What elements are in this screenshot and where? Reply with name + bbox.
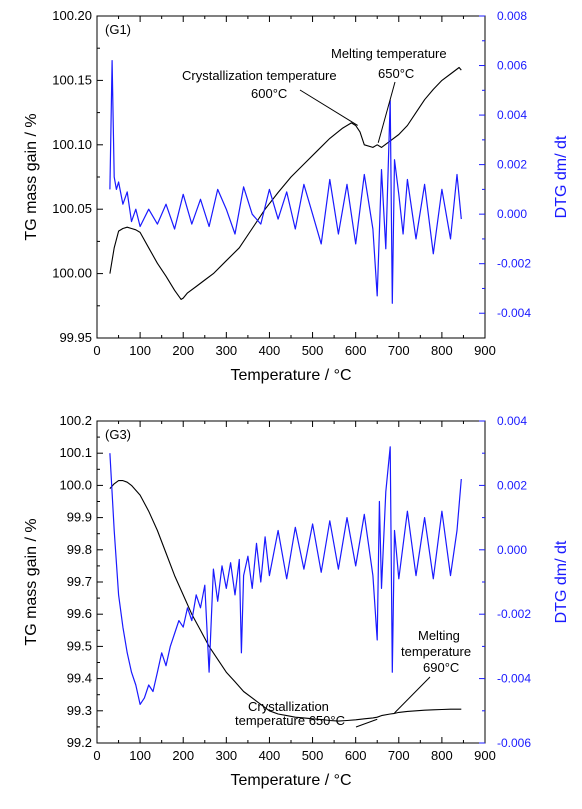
annotation-crystallization-temp: 600°C — [251, 86, 287, 101]
x-tick-label: 700 — [388, 343, 410, 358]
panel-label: (G1) — [105, 22, 131, 37]
annotation-melting-temp: 650°C — [378, 66, 414, 81]
x-tick-label: 400 — [259, 748, 281, 763]
chart-panel-g1: 0 100 200 300 400 500 600 700 800 900 99.95 100.00 1… — [0, 0, 582, 404]
y-left-tick-label: 100.2 — [59, 413, 92, 428]
x-tick-label: 600 — [345, 748, 367, 763]
annotation-crystallization-leader — [299, 89, 358, 126]
y-left-tick-label: 99.95 — [59, 330, 92, 345]
y-right-tick-label: 0.004 — [497, 414, 527, 428]
annotation-crystallization-temp: temperature 650°C — [235, 713, 345, 728]
x-tick-label: 400 — [259, 343, 281, 358]
y-right-tick-label: 0.002 — [497, 158, 527, 172]
y-left-axis-label: TG mass gain / % — [23, 518, 40, 645]
x-axis-label: Temperature / °C — [230, 367, 351, 384]
annotation-melting: Melting — [418, 628, 460, 643]
x-tick-label: 900 — [474, 343, 496, 358]
annotation-crystallization: Crystallization temperature — [182, 68, 337, 83]
y-right-tick-label: 0.000 — [497, 207, 527, 221]
plot-frame — [96, 420, 486, 744]
y-left-tick-label: 99.2 — [67, 735, 92, 750]
y-left-tick-label: 99.9 — [67, 510, 92, 525]
y-right-axis-label: DTG dm/ dt — [553, 135, 570, 218]
y-right-tick-label: 0.004 — [497, 108, 527, 122]
chart-g1: 0 100 200 300 400 500 600 700 800 900 99.95 100.00 1… — [23, 8, 570, 384]
x-tick-label: 500 — [302, 343, 324, 358]
y-right-tick-label: 0.000 — [497, 543, 527, 557]
annotation-melting-word: temperature — [401, 644, 471, 659]
x-tick-label: 0 — [93, 343, 100, 358]
y-left-tick-label: 99.5 — [67, 638, 92, 653]
annotation-melting: Melting temperature — [331, 46, 447, 61]
x-tick-label: 700 — [388, 748, 410, 763]
y-right-tick-label: -0.004 — [497, 306, 531, 320]
x-tick-label: 300 — [215, 748, 237, 763]
annotation-crystallization-leader — [355, 718, 378, 728]
y-left-tick-label: 100.0 — [59, 477, 92, 492]
y-right-tick-label: -0.004 — [497, 672, 531, 686]
y-right-tick-label: 0.006 — [497, 59, 527, 73]
y-left-tick-label: 99.4 — [67, 671, 92, 686]
y-left-tick-label: 100.15 — [52, 72, 92, 87]
y-left-tick-label: 100.00 — [52, 266, 92, 281]
annotation-melting-leader — [377, 81, 396, 143]
y-left-tick-label: 100.05 — [52, 201, 92, 216]
y-right-tick-label: -0.002 — [497, 607, 531, 621]
x-tick-label: 900 — [474, 748, 496, 763]
x-tick-label: 800 — [431, 748, 453, 763]
y-left-tick-label: 100.1 — [59, 445, 92, 460]
y-left-tick-label: 99.6 — [67, 606, 92, 621]
y-right-tick-label: 0.002 — [497, 478, 527, 492]
x-tick-label: 800 — [431, 343, 453, 358]
panel-label: (G3) — [105, 427, 131, 442]
y-left-tick-label: 99.3 — [67, 703, 92, 718]
y-right-axis-label: DTG dm/ dt — [553, 540, 570, 623]
x-tick-label: 100 — [129, 748, 151, 763]
annotation-crystallization: Crystallization — [248, 699, 329, 714]
y-left-tick-label: 100.20 — [52, 8, 92, 23]
y-left-tick-label: 100.10 — [52, 137, 92, 152]
chart-g3: 0 100 200 300 400 500 600 700 800 900 99.2 99.3 99.4… — [23, 413, 570, 789]
series-tg-line — [109, 66, 462, 300]
series-dtg-line — [109, 59, 462, 304]
x-tick-label: 100 — [129, 343, 151, 358]
series-tg-line — [109, 480, 462, 722]
y-right-tick-label: -0.002 — [497, 257, 531, 271]
x-tick-label: 600 — [345, 343, 367, 358]
x-tick-label: 0 — [93, 748, 100, 763]
x-tick-label: 200 — [172, 748, 194, 763]
x-tick-label: 200 — [172, 343, 194, 358]
y-right-tick-label: 0.008 — [497, 9, 527, 23]
chart-panel-g3: 0 100 200 300 400 500 600 700 800 900 99.2 99.3 99.4… — [0, 405, 582, 809]
y-left-axis-label: TG mass gain / % — [23, 113, 40, 240]
y-left-tick-label: 99.7 — [67, 574, 92, 589]
annotation-melting-leader — [394, 676, 431, 714]
x-tick-label: 500 — [302, 748, 324, 763]
y-left-tick-label: 99.8 — [67, 542, 92, 557]
annotation-melting-temp: 690°C — [423, 660, 459, 675]
series-dtg-line — [109, 446, 462, 705]
x-axis-label: Temperature / °C — [230, 772, 351, 789]
y-right-tick-label: -0.006 — [497, 736, 531, 750]
x-tick-label: 300 — [215, 343, 237, 358]
